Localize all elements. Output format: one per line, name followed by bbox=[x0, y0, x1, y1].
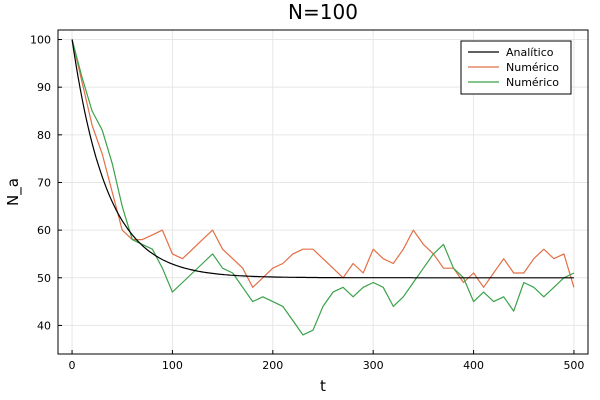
plot-frame bbox=[57, 29, 589, 355]
grid bbox=[58, 30, 588, 354]
x-tick-label: 0 bbox=[69, 359, 76, 372]
legend-label-0: Analítico bbox=[506, 46, 554, 59]
y-tick-label: 50 bbox=[37, 272, 51, 285]
chart-title: N=100 bbox=[288, 0, 358, 24]
y-tick-label: 40 bbox=[37, 319, 51, 332]
x-axis-title: t bbox=[320, 377, 326, 395]
ticks: 0 100 200 300 400 500 40 50 60 70 80 90 100 bbox=[30, 34, 584, 372]
series-line-0 bbox=[71, 39, 574, 279]
x-tick-label: 500 bbox=[563, 359, 584, 372]
x-tick-label: 300 bbox=[363, 359, 384, 372]
plot-area bbox=[71, 39, 575, 336]
y-tick-label: 60 bbox=[37, 224, 51, 237]
y-axis-title: N_a bbox=[4, 178, 23, 206]
legend-label-1: Numérico bbox=[506, 61, 559, 74]
x-tick-label: 400 bbox=[463, 359, 484, 372]
legend: Analítico Numérico Numérico bbox=[460, 40, 572, 95]
legend-label-2: Numérico bbox=[506, 76, 559, 89]
y-tick-label: 80 bbox=[37, 129, 51, 142]
y-tick-label: 90 bbox=[37, 81, 51, 94]
x-tick-label: 200 bbox=[262, 359, 283, 372]
x-tick-label: 100 bbox=[162, 359, 183, 372]
y-tick-label: 100 bbox=[30, 34, 51, 47]
y-tick-label: 70 bbox=[37, 176, 51, 189]
